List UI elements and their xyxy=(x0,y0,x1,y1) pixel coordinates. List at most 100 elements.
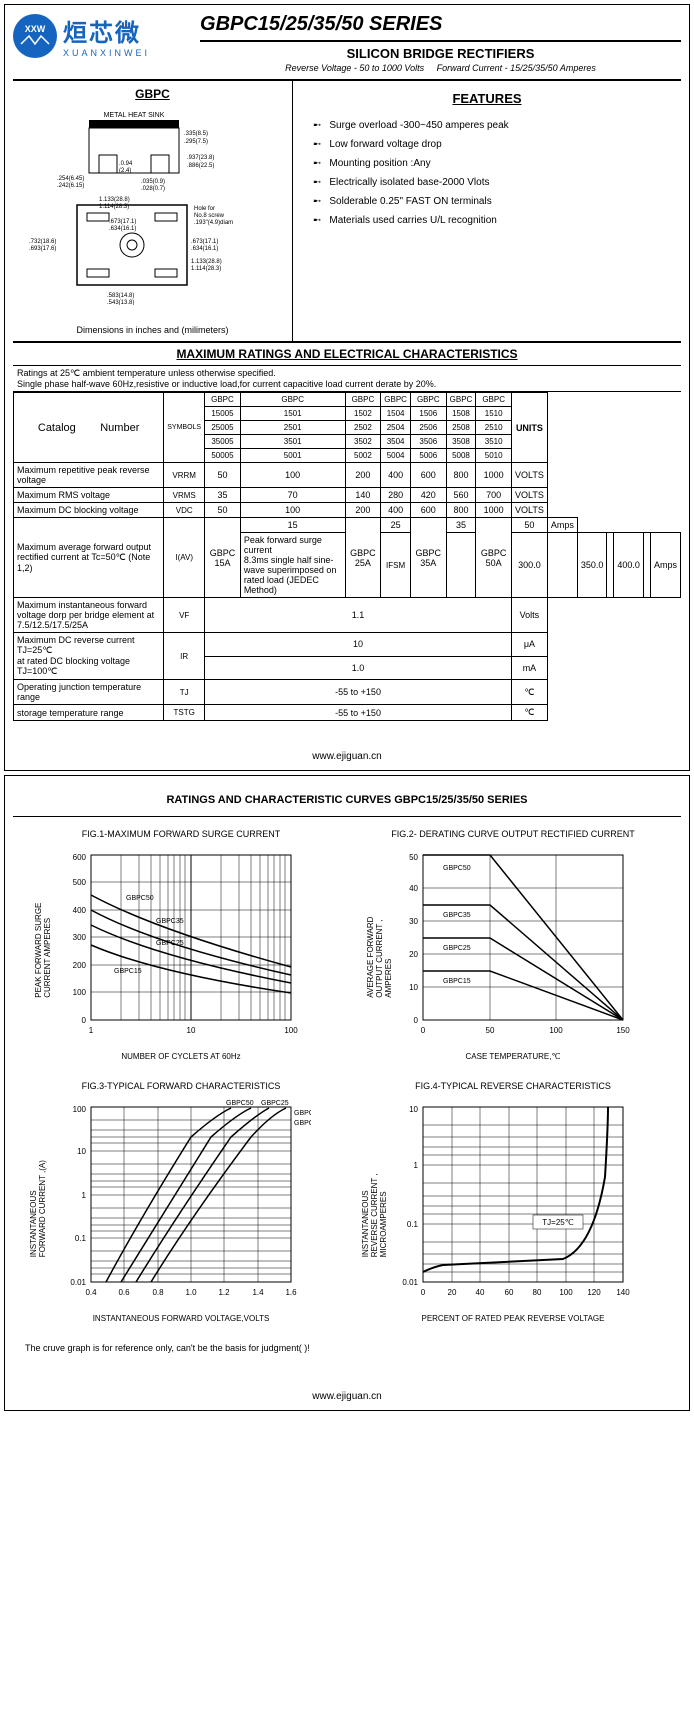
arrow-icon: ➸ xyxy=(313,196,321,207)
svg-text:0.8: 0.8 xyxy=(152,1288,164,1297)
header: XXW 烜芯微 XUANXINWEI GBPC15/25/35/50 SERIE… xyxy=(13,13,681,73)
svg-text:0.01: 0.01 xyxy=(70,1278,86,1287)
svg-text:XXW: XXW xyxy=(25,24,46,34)
feature-item: ➸Materials used carries U/L recognition xyxy=(313,215,661,226)
svg-text:.335(8.5): .335(8.5) xyxy=(184,131,208,137)
svg-text:.543(13.8): .543(13.8) xyxy=(107,300,134,305)
svg-text:60: 60 xyxy=(505,1288,514,1297)
logo-english: XUANXINWEI xyxy=(63,48,150,58)
svg-text:.693(17.6): .693(17.6) xyxy=(29,246,56,252)
subtitle: SILICON BRIDGE RECTIFIERS xyxy=(200,46,681,61)
dimensions-caption: Dimensions in inches and (milimeters) xyxy=(19,325,286,335)
svg-text:GBPC25: GBPC25 xyxy=(443,945,471,952)
fig1-svg: GBPC50 GBPC35 GBPC25 GBPC15 0 100 200 30… xyxy=(56,845,306,1045)
svg-text:.732(18.6): .732(18.6) xyxy=(29,239,56,245)
company-logo: XXW 烜芯微 XUANXINWEI xyxy=(13,13,150,58)
feature-item: ➸Surge overload -300~450 amperes peak xyxy=(313,120,661,131)
svg-text:.634(16.1): .634(16.1) xyxy=(109,226,136,232)
svg-text:.295(7.5): .295(7.5) xyxy=(184,139,208,145)
svg-text:50: 50 xyxy=(486,1026,495,1035)
svg-text:.0.94: .0.94 xyxy=(119,161,133,167)
svg-text:.583(14.8): .583(14.8) xyxy=(107,293,134,299)
svg-text:GBPC15: GBPC15 xyxy=(443,978,471,985)
spec-line: Reverse Voltage - 50 to 1000 Volts Forwa… xyxy=(200,63,681,73)
svg-text:1.133(28.8): 1.133(28.8) xyxy=(191,259,222,265)
main-title: GBPC15/25/35/50 SERIES xyxy=(200,13,681,36)
svg-text:GBPC50: GBPC50 xyxy=(443,865,471,872)
package-label: GBPC xyxy=(19,87,286,101)
svg-text:600: 600 xyxy=(73,853,87,862)
svg-text:0.1: 0.1 xyxy=(407,1220,419,1229)
svg-text:20: 20 xyxy=(409,950,418,959)
svg-text:1.133(28.8): 1.133(28.8) xyxy=(99,197,130,203)
svg-text:1.2: 1.2 xyxy=(218,1288,230,1297)
svg-text:TJ=25℃: TJ=25℃ xyxy=(542,1218,573,1227)
fig4-svg: TJ=25℃ 0.01 0.1 1 10 0 20 40 60 80 100 1… xyxy=(383,1097,643,1307)
footer-url-2: www.ejiguan.cn xyxy=(13,1391,681,1402)
logo-icon: XXW xyxy=(13,14,57,58)
svg-text:.242(6.15): .242(6.15) xyxy=(57,183,84,189)
svg-text:.028(0.7): .028(0.7) xyxy=(141,186,165,192)
svg-text:10: 10 xyxy=(409,983,418,992)
svg-text:.937(23.8): .937(23.8) xyxy=(187,155,214,161)
heatsink-label: METAL HEAT SINK xyxy=(104,112,165,119)
svg-text:40: 40 xyxy=(409,884,418,893)
svg-text:10: 10 xyxy=(77,1147,86,1156)
svg-text:GBPC35: GBPC35 xyxy=(294,1110,311,1117)
svg-text:0: 0 xyxy=(414,1016,419,1025)
svg-text:.254(6.45): .254(6.45) xyxy=(57,176,84,182)
svg-text:.035(0.9): .035(0.9) xyxy=(141,179,165,185)
svg-text:0: 0 xyxy=(421,1288,426,1297)
svg-text:200: 200 xyxy=(73,961,87,970)
svg-text:1: 1 xyxy=(414,1161,419,1170)
disclaimer: The cruve graph is for reference only, c… xyxy=(13,1335,681,1361)
page-1: XXW 烜芯微 XUANXINWEI GBPC15/25/35/50 SERIE… xyxy=(4,4,690,771)
symbols-header: SYMBOLS xyxy=(164,393,205,463)
svg-text:GBPC25: GBPC25 xyxy=(261,1100,289,1107)
ratings-note: Ratings at 25℃ ambient temperature unles… xyxy=(13,365,681,392)
svg-text:1.6: 1.6 xyxy=(285,1288,297,1297)
svg-text:10: 10 xyxy=(409,1105,418,1114)
logo-chinese: 烜芯微 xyxy=(63,13,150,48)
svg-text:1.4: 1.4 xyxy=(252,1288,264,1297)
svg-text:120: 120 xyxy=(587,1288,601,1297)
svg-text:GBPC35: GBPC35 xyxy=(156,918,184,925)
svg-text:140: 140 xyxy=(616,1288,630,1297)
svg-text:1: 1 xyxy=(82,1191,87,1200)
top-section: GBPC METAL HEAT SINK .335(8.5) .295(7.5)… xyxy=(13,79,681,341)
page-2: RATINGS AND CHARACTERISTIC CURVES GBPC15… xyxy=(4,775,690,1411)
fig2-svg: GBPC50 GBPC35 GBPC25 GBPC15 0 10 20 30 4… xyxy=(388,845,638,1045)
feature-item: ➸Mounting position :Any xyxy=(313,158,661,169)
feature-item: ➸Solderable 0.25" FAST ON terminals xyxy=(313,196,661,207)
svg-text:100: 100 xyxy=(549,1026,563,1035)
arrow-icon: ➸ xyxy=(313,139,321,150)
arrow-icon: ➸ xyxy=(313,215,321,226)
svg-text:Hole for: Hole for xyxy=(194,206,215,212)
svg-text:0: 0 xyxy=(421,1026,426,1035)
mechanical-drawing: GBPC METAL HEAT SINK .335(8.5) .295(7.5)… xyxy=(13,81,293,341)
footer-url: www.ejiguan.cn xyxy=(13,751,681,762)
catalog-label: Catalog Number xyxy=(14,393,164,463)
feature-item: ➸Electrically isolated base-2000 Vlots xyxy=(313,177,661,188)
svg-text:30: 30 xyxy=(409,917,418,926)
svg-text:0: 0 xyxy=(82,1016,87,1025)
units-header: UNITS xyxy=(512,393,548,463)
svg-text:.886(22.5): .886(22.5) xyxy=(187,163,214,169)
arrow-icon: ➸ xyxy=(313,158,321,169)
svg-text:100: 100 xyxy=(73,988,87,997)
svg-text:500: 500 xyxy=(73,878,87,887)
svg-text:.673(17.1): .673(17.1) xyxy=(191,239,218,245)
feature-item: ➸Low forward voltage drop xyxy=(313,139,661,150)
arrow-icon: ➸ xyxy=(313,177,321,188)
svg-text:50: 50 xyxy=(409,853,418,862)
svg-text:1.114(28.3): 1.114(28.3) xyxy=(191,266,221,272)
fig4-chart: FIG.4-TYPICAL REVERSE CHARACTERISTICS IN… xyxy=(357,1081,669,1323)
svg-text:100: 100 xyxy=(284,1026,298,1035)
svg-text:100: 100 xyxy=(559,1288,573,1297)
svg-text:0.6: 0.6 xyxy=(118,1288,130,1297)
spec-table: Catalog Number SYMBOLS GBPCGBPCGBPCGBPCG… xyxy=(13,392,681,721)
svg-text:1.114(28.3): 1.114(28.3) xyxy=(99,204,129,210)
svg-text:No.8 screw: No.8 screw xyxy=(194,213,225,219)
svg-text:10: 10 xyxy=(187,1026,196,1035)
fig3-svg: GBPC50 GBPC25 GBPC35 GBPC15 0.01 0.1 1 1… xyxy=(51,1097,311,1307)
